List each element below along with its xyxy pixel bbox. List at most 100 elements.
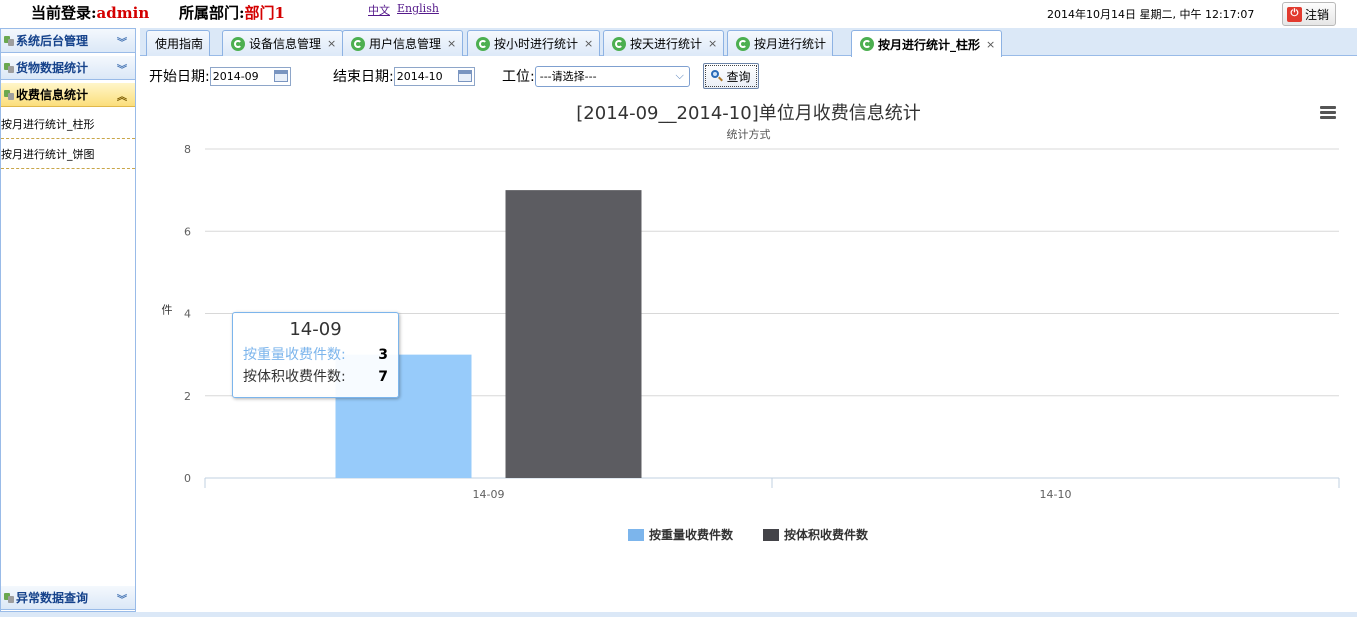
chevron-down-icon: ︾ xyxy=(117,595,127,606)
chart-title: [2014-09__2014-10]单位月收费信息统计 xyxy=(576,103,921,124)
tab-strip: 使用指南 设备信息管理 × 用户信息管理 × 按小时进行统计 × 按天进行统计 … xyxy=(140,28,1357,57)
x-tick-label: 14-09 xyxy=(473,488,505,501)
tooltip-row: 按重量收费件数: 3 xyxy=(243,344,388,366)
sidebar-section-cargo-stats[interactable]: 货物数据统计 ︾ xyxy=(1,56,135,80)
legend-swatch xyxy=(628,528,644,541)
tab-daily-stats[interactable]: 按天进行统计 × xyxy=(603,30,725,56)
tab-label: 使用指南 xyxy=(155,37,204,51)
department-label: 所属部门: xyxy=(179,4,245,22)
tab-label: 按月进行统计 xyxy=(754,37,827,51)
close-icon[interactable]: × xyxy=(327,37,337,50)
close-icon[interactable]: × xyxy=(986,37,996,51)
close-icon[interactable]: × xyxy=(584,37,594,50)
y-tick-label: 2 xyxy=(184,390,191,403)
login-info: 当前登录:admin xyxy=(31,2,149,23)
tooltip-series-label: 按体积收费件数: xyxy=(243,369,346,385)
chart-container: 0 2 4 6 8 14-09 14-10 [2014-09__2014-10]单位月收费信… xyxy=(140,92,1357,612)
bottom-border xyxy=(0,612,1357,617)
calendar-icon[interactable] xyxy=(273,70,288,82)
logout-label: 注销 xyxy=(1305,7,1330,22)
sidebar-section-fee-stats[interactable]: 收费信息统计 ︽ xyxy=(1,83,135,107)
tooltip-title: 14-09 xyxy=(289,319,342,340)
power-icon: ⏻ xyxy=(1287,6,1302,22)
tab-device-management[interactable]: 设备信息管理 × xyxy=(222,30,344,56)
chevron-down-icon: ︾ xyxy=(117,38,127,49)
tab-label: 按天进行统计 xyxy=(630,37,703,51)
tab-hourly-stats[interactable]: 按小时进行统计 × xyxy=(467,30,601,56)
modules-icon xyxy=(3,35,15,47)
sidebar-item-monthly-bar[interactable]: 按月进行统计_柱形 xyxy=(1,109,135,139)
x-tick-label: 14-10 xyxy=(1040,488,1072,501)
close-icon[interactable]: × xyxy=(447,37,457,50)
calendar-icon[interactable] xyxy=(457,70,472,82)
modules-icon xyxy=(3,62,15,74)
y-tick-label: 0 xyxy=(184,472,191,485)
tab-user-management[interactable]: 用户信息管理 × xyxy=(342,30,464,56)
y-tick-label: 8 xyxy=(184,143,191,156)
close-icon[interactable]: × xyxy=(708,37,718,50)
lang-chinese-link[interactable]: 中文 xyxy=(368,4,390,17)
station-group: 工位: ---请选择--- ⌵ xyxy=(502,64,690,88)
tab-guide[interactable]: 使用指南 xyxy=(146,30,211,56)
sidebar-section-system-admin[interactable]: 系统后台管理 ︾ xyxy=(1,29,135,53)
logout-button[interactable]: ⏻ 注销 xyxy=(1282,2,1336,26)
y-tick-label: 6 xyxy=(184,225,191,238)
chart-subtitle: 统计方式 xyxy=(726,128,771,141)
refresh-icon xyxy=(231,36,245,51)
sidebar-item-label: 按月进行统计_饼图 xyxy=(1,147,95,161)
legend-label: 按体积收费件数 xyxy=(784,528,869,542)
query-button[interactable]: 查询 xyxy=(703,63,759,89)
refresh-icon xyxy=(351,36,365,51)
login-label: 当前登录: xyxy=(31,4,97,22)
lang-english-link[interactable]: English xyxy=(397,2,439,15)
refresh-icon xyxy=(612,36,626,51)
tab-monthly-stats[interactable]: 按月进行统计 xyxy=(727,30,834,56)
refresh-icon xyxy=(860,37,874,51)
legend-item-volume[interactable]: 按体积收费件数 xyxy=(763,526,868,543)
tooltip-series-value: 7 xyxy=(378,369,388,385)
modules-icon xyxy=(3,89,15,101)
refresh-icon xyxy=(476,36,490,51)
chart-menu-icon[interactable] xyxy=(1320,106,1336,119)
end-date-input[interactable]: 2014-10 xyxy=(393,66,475,86)
sidebar-section-label: 系统后台管理 xyxy=(16,34,89,48)
end-date-value: 2014-10 xyxy=(396,69,443,83)
sidebar-section-exception-query[interactable]: 异常数据查询 ︾ xyxy=(1,586,135,610)
chart-tooltip: 14-09 按重量收费件数: 3 按体积收费件数: 7 xyxy=(232,312,399,398)
department-info: 所属部门:部门1 xyxy=(179,2,285,23)
modules-icon xyxy=(3,592,15,604)
station-select[interactable]: ---请选择--- ⌵ xyxy=(534,65,690,87)
sidebar-section-label: 收费信息统计 xyxy=(16,88,89,102)
station-select-value: ---请选择--- xyxy=(539,70,597,83)
tooltip-row: 按体积收费件数: 7 xyxy=(243,366,388,388)
top-header: 当前登录:admin 所属部门:部门1 中文 English 2014年10月1… xyxy=(0,0,1357,28)
chevron-down-icon: ⌵ xyxy=(675,69,684,82)
sidebar-item-label: 按月进行统计_柱形 xyxy=(1,117,95,131)
sidebar: 系统后台管理 ︾ 货物数据统计 ︾ 收费信息统计 ︽ 按月进行统计_柱形 按月进… xyxy=(0,28,136,612)
legend-label: 按重量收费件数 xyxy=(649,528,734,542)
login-user: admin xyxy=(96,4,150,22)
refresh-icon xyxy=(736,36,750,51)
tooltip-series-value: 3 xyxy=(378,347,388,363)
tooltip-series-label: 按重量收费件数: xyxy=(243,347,346,363)
y-tick-label: 4 xyxy=(184,308,191,321)
query-label: 查询 xyxy=(726,69,751,84)
start-date-value: 2014-09 xyxy=(212,69,259,83)
end-date-group: 结束日期: 2014-10 xyxy=(333,64,475,88)
start-date-input[interactable]: 2014-09 xyxy=(209,66,291,86)
legend-item-weight[interactable]: 按重量收费件数 xyxy=(628,526,733,543)
chart-bar xyxy=(505,190,642,478)
sidebar-section-label: 异常数据查询 xyxy=(16,591,89,605)
tab-label: 按月进行统计_柱形 xyxy=(878,37,981,52)
end-date-label: 结束日期: xyxy=(333,69,394,85)
sidebar-section-label: 货物数据统计 xyxy=(16,61,89,75)
legend-swatch xyxy=(763,528,779,541)
sidebar-item-monthly-pie[interactable]: 按月进行统计_饼图 xyxy=(1,139,135,169)
chevron-down-icon: ︾ xyxy=(117,65,127,76)
tab-monthly-bar-chart[interactable]: 按月进行统计_柱形 × xyxy=(851,30,1003,57)
tab-label: 按小时进行统计 xyxy=(494,37,579,51)
tab-label: 设备信息管理 xyxy=(249,37,322,51)
station-label: 工位: xyxy=(502,69,535,85)
chevron-up-icon: ︽ xyxy=(117,92,127,103)
y-axis-label: 件 xyxy=(160,304,173,315)
